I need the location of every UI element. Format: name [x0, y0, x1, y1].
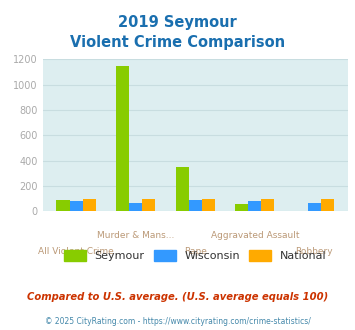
Bar	[189, 200, 202, 211]
Bar	[56, 200, 70, 211]
Bar	[83, 199, 96, 211]
Bar	[321, 199, 334, 211]
Bar	[261, 199, 274, 211]
Text: Murder & Mans...: Murder & Mans...	[97, 231, 174, 240]
Text: Rape: Rape	[184, 247, 207, 256]
Text: 2019 Seymour: 2019 Seymour	[118, 15, 237, 30]
Bar	[308, 203, 321, 211]
Bar	[202, 199, 215, 211]
Bar	[142, 199, 155, 211]
Bar	[70, 201, 83, 211]
Bar	[116, 66, 129, 211]
Text: © 2025 CityRating.com - https://www.cityrating.com/crime-statistics/: © 2025 CityRating.com - https://www.city…	[45, 317, 310, 326]
Text: All Violent Crime: All Violent Crime	[38, 247, 114, 256]
Bar	[129, 203, 142, 211]
Legend: Seymour, Wisconsin, National: Seymour, Wisconsin, National	[64, 250, 327, 261]
Bar	[235, 204, 248, 211]
Text: Violent Crime Comparison: Violent Crime Comparison	[70, 35, 285, 50]
Bar	[176, 167, 189, 211]
Text: Compared to U.S. average. (U.S. average equals 100): Compared to U.S. average. (U.S. average …	[27, 292, 328, 302]
Text: Aggravated Assault: Aggravated Assault	[211, 231, 299, 240]
Text: Robbery: Robbery	[296, 247, 333, 256]
Bar	[248, 201, 261, 211]
